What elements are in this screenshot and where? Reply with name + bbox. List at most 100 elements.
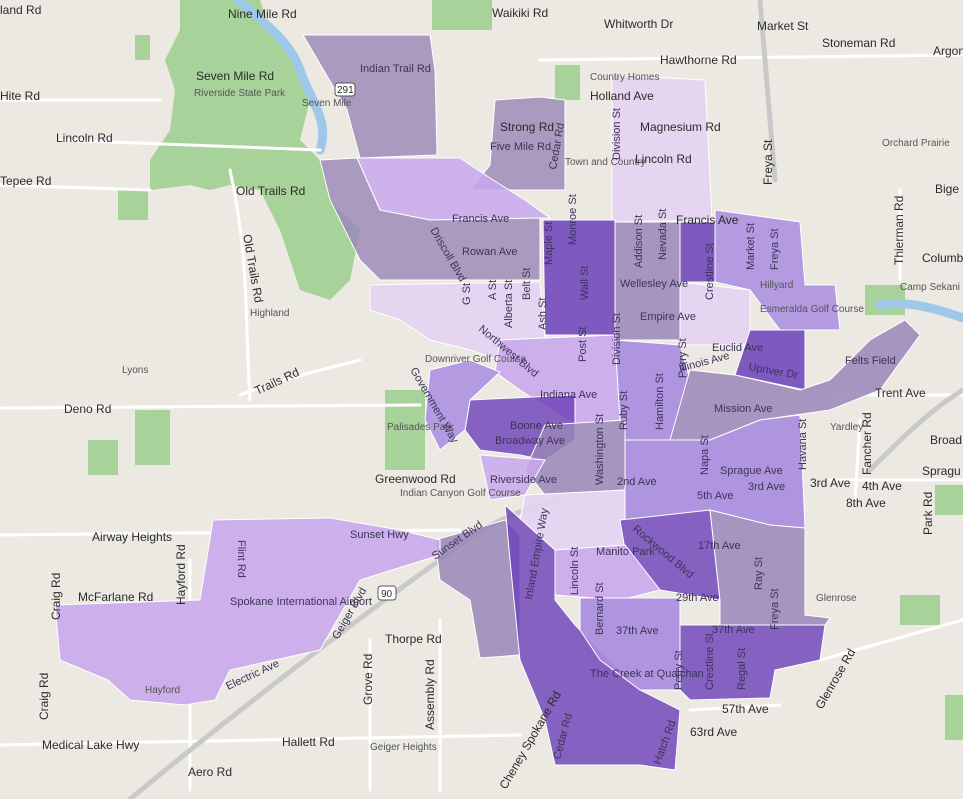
highway-east xyxy=(867,387,963,473)
label-napa-st: Napa St xyxy=(699,435,711,475)
label-ash-st: Ash St xyxy=(537,298,549,330)
road-line xyxy=(538,53,963,62)
nbhd-indian-trail[interactable] xyxy=(302,34,438,159)
nbhd-five-mile[interactable] xyxy=(468,96,566,191)
label-deno-rd: Deno Rd xyxy=(64,402,111,416)
label-francis-ave-w: Francis Ave xyxy=(452,213,509,225)
label-post-st: Post St xyxy=(577,327,589,362)
label-manito-park: Manito Park xyxy=(596,546,655,558)
road-line xyxy=(0,183,152,192)
label-market-st-n: Market St xyxy=(757,19,809,33)
label-hillyard: Hillyard xyxy=(760,280,793,291)
label-havana-st: Havana St xyxy=(797,419,809,470)
label-airway-heights-1: Airway Heights xyxy=(92,530,172,544)
label-trent-ave: Trent Ave xyxy=(875,386,926,400)
label-bigelow: Bige xyxy=(935,182,959,196)
label-old-trails-rd: Old Trails Rd xyxy=(236,184,305,198)
label-lyons: Lyons xyxy=(122,365,148,376)
label-holland-ave: Holland Ave xyxy=(590,89,654,103)
label-yardley: Yardley xyxy=(830,422,863,433)
label-assembly-rd: Assembly Rd xyxy=(423,659,437,730)
nbhd-nevada-lidgerwood[interactable] xyxy=(611,74,713,223)
label-fifth-ave: 5th Ave xyxy=(697,490,734,502)
label-crestline-st-n: Crestline St xyxy=(704,243,716,300)
label-division-st: Division St xyxy=(611,313,623,365)
label-greenwood-rd: Greenwood Rd xyxy=(375,472,456,486)
label-indian-canyon: Indian Canyon Golf Course xyxy=(400,488,521,499)
label-g-st: G St xyxy=(461,283,473,305)
label-wellesley-ave: Wellesley Ave xyxy=(620,278,688,290)
label-sixtythird-ave: 63rd Ave xyxy=(690,725,737,739)
label-downriver: Downriver Golf Course xyxy=(425,354,527,365)
label-euclid-ave: Euclid Ave xyxy=(712,342,763,354)
label-hamilton-st: Hamilton St xyxy=(654,373,666,430)
label-spokane-airport: Spokane International Airport xyxy=(230,596,372,608)
label-hayford: Hayford xyxy=(145,685,180,696)
label-crestline-st: Crestline St xyxy=(704,633,716,690)
nbhd-bemiss[interactable] xyxy=(714,209,841,331)
label-magnesium-rd: Magnesium Rd xyxy=(640,120,721,134)
park-block xyxy=(135,410,170,465)
label-indian-trail-rd: Indian Trail Rd xyxy=(360,63,431,75)
label-broadway-ave: Broadway Ave xyxy=(495,435,565,447)
park-block xyxy=(900,595,940,625)
nbhd-lincoln-heights[interactable] xyxy=(709,509,831,626)
label-riverside-state-park: Riverside State Park xyxy=(194,88,286,99)
park-block xyxy=(935,485,963,515)
label-sprague-ave: Sprague Ave xyxy=(720,465,783,477)
nbhd-southgate[interactable] xyxy=(679,624,826,701)
label-five-mile-rd: Five Mile Rd xyxy=(490,141,551,153)
park-block xyxy=(88,440,118,475)
label-aero-rd: Aero Rd xyxy=(188,765,232,779)
label-belt-st: Belt St xyxy=(521,268,533,300)
label-palisades-park: Palisades Park xyxy=(387,422,455,433)
svg-text:291: 291 xyxy=(337,85,354,96)
label-thirtyseventh-ave-e: 37th Ave xyxy=(712,624,755,636)
label-regal-st: Regal St xyxy=(736,648,748,690)
label-lincoln-rd-w: Lincoln Rd xyxy=(56,131,113,145)
label-wall-st: Wall St xyxy=(579,266,591,300)
label-mission-ave: Mission Ave xyxy=(714,403,773,415)
label-bernard-st: Bernard St xyxy=(594,582,606,635)
label-market-st: Market St xyxy=(745,223,757,270)
nbhd-audubon[interactable] xyxy=(424,359,501,451)
label-highland: Highland xyxy=(250,308,289,319)
label-boone-ave: Boone Ave xyxy=(510,420,563,432)
label-sunset-hwy: Sunset Hwy xyxy=(350,529,409,541)
label-flint-rd: Flint Rd xyxy=(235,540,247,578)
spokane-river xyxy=(233,0,328,155)
label-mcfarlane-rd: McFarlane Rd xyxy=(78,590,153,604)
park-block xyxy=(432,0,492,30)
label-ray-st: Ray St xyxy=(753,557,765,590)
label-indiana-ave: Indiana Ave xyxy=(540,389,597,401)
nbhd-comstock[interactable] xyxy=(579,597,681,691)
neighborhoods-layer xyxy=(54,34,921,771)
park-block xyxy=(555,65,580,100)
label-maple-st: Maple St xyxy=(543,222,555,265)
label-town-and-country: Town and Country xyxy=(565,157,646,168)
label-eighth-ave: 8th Ave xyxy=(846,496,886,510)
label-alberta-st: Alberta St xyxy=(503,280,515,328)
nbhd-west-plains[interactable] xyxy=(54,517,441,706)
label-thorpe-rd: Thorpe Rd xyxy=(385,632,442,646)
label-geiger-heights: Geiger Heights xyxy=(370,742,437,753)
label-seventeenth-ave: 17th Ave xyxy=(698,540,741,552)
highway-north xyxy=(757,0,778,183)
label-washington-st: Washington St xyxy=(594,414,606,485)
park-block xyxy=(385,390,425,470)
label-fourth-ave: 4th Ave xyxy=(862,479,902,493)
label-empire-ave: Empire Ave xyxy=(640,311,696,323)
road-line xyxy=(853,418,862,502)
nbhd-balboa[interactable] xyxy=(319,157,541,281)
label-third-ave-e: 3rd Ave xyxy=(810,476,851,490)
label-seven-mile-rd: Seven Mile Rd xyxy=(196,69,274,83)
park-block xyxy=(135,35,150,60)
nbhd-grandview[interactable] xyxy=(504,503,681,771)
riverside-state-park-area xyxy=(150,0,360,300)
label-hite-rd: Hite Rd xyxy=(0,89,40,103)
little-spokane-river xyxy=(875,299,963,323)
label-tepee-rd: Tepee Rd xyxy=(0,174,51,188)
label-esmeralda: Esmeralda Golf Course xyxy=(760,304,864,315)
label-freya-st-n: Freya St xyxy=(761,139,775,185)
